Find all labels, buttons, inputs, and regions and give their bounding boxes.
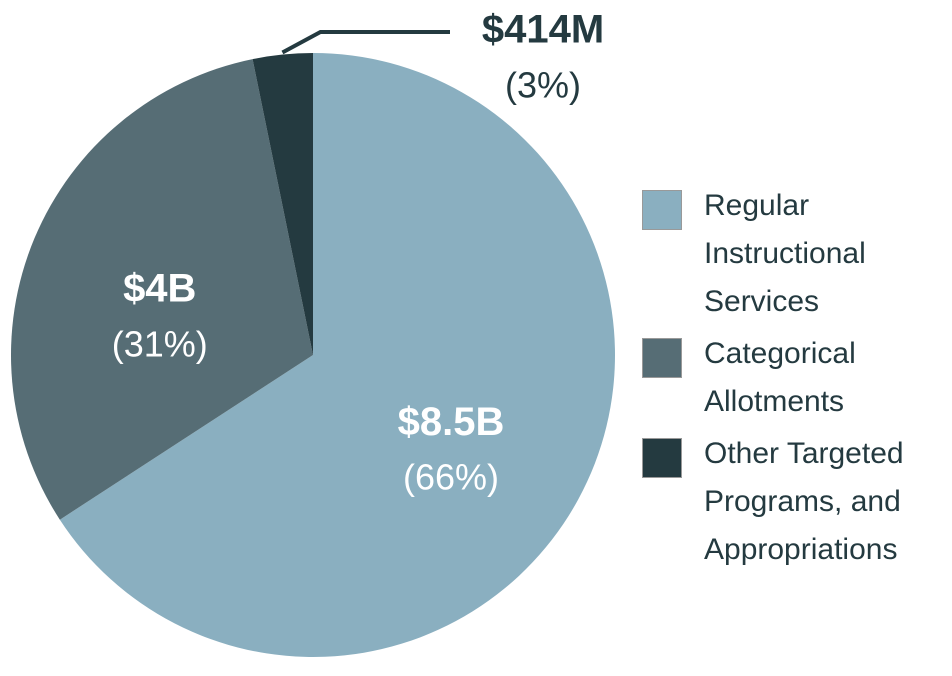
percent-label: (31%) (112, 323, 208, 364)
legend-item: Other Targeted Programs, and Appropriati… (642, 430, 948, 574)
percent-label: (66%) (403, 457, 499, 498)
value-label: $4B (123, 266, 196, 310)
legend-label: Regular Instructional Services (704, 189, 866, 318)
legend-item: Categorical Allotments (642, 330, 948, 426)
percent-label: (3%) (505, 65, 581, 106)
legend-item: Regular Instructional Services (642, 182, 948, 326)
pie-slice (59, 53, 616, 657)
pie-slice (252, 53, 313, 355)
legend: Regular Instructional Services Categorica… (642, 182, 948, 578)
value-label: $414M (482, 8, 604, 52)
legend-label: Categorical Allotments (704, 337, 856, 418)
legend-swatch (642, 338, 682, 378)
leader-line (281, 30, 450, 55)
legend-swatch (642, 438, 682, 478)
legend-label: Other Targeted Programs, and Appropriati… (704, 437, 904, 566)
legend-swatch (642, 190, 682, 230)
pie-slice (10, 59, 313, 520)
chart: $8.5B (66%) $4B (31%) $414M (3%) (10, 8, 616, 657)
value-label: $8.5B (398, 400, 505, 444)
